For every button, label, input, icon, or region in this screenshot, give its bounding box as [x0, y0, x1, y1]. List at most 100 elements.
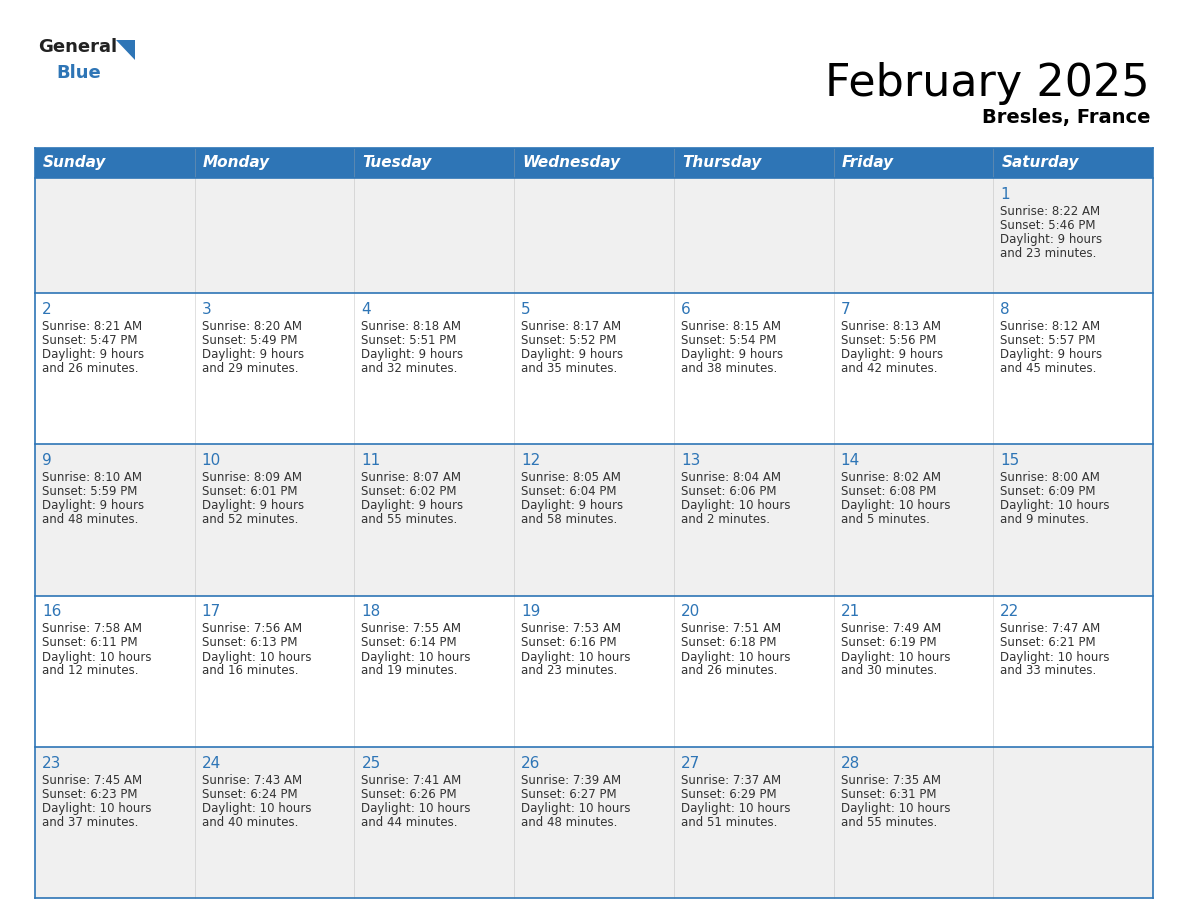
Text: Sunset: 5:52 PM: Sunset: 5:52 PM: [522, 334, 617, 347]
Text: Sunset: 6:16 PM: Sunset: 6:16 PM: [522, 636, 617, 650]
Text: 5: 5: [522, 302, 531, 317]
Bar: [34, 178, 1154, 293]
Text: Sunset: 6:23 PM: Sunset: 6:23 PM: [42, 788, 138, 800]
Text: Sunrise: 8:09 AM: Sunrise: 8:09 AM: [202, 471, 302, 485]
Text: and 33 minutes.: and 33 minutes.: [1000, 665, 1097, 677]
Text: Sunset: 5:49 PM: Sunset: 5:49 PM: [202, 334, 297, 347]
Text: Daylight: 9 hours: Daylight: 9 hours: [361, 348, 463, 361]
Text: Sunset: 6:18 PM: Sunset: 6:18 PM: [681, 636, 776, 650]
Text: Sunrise: 7:51 AM: Sunrise: 7:51 AM: [681, 622, 781, 635]
Text: 28: 28: [841, 756, 860, 771]
Text: Sunrise: 7:55 AM: Sunrise: 7:55 AM: [361, 622, 461, 635]
Text: Sunset: 6:19 PM: Sunset: 6:19 PM: [841, 636, 936, 650]
Text: General: General: [38, 38, 118, 56]
Text: Monday: Monday: [203, 155, 270, 171]
Text: and 23 minutes.: and 23 minutes.: [522, 665, 618, 677]
Text: Sunrise: 8:18 AM: Sunrise: 8:18 AM: [361, 320, 461, 333]
Text: Daylight: 9 hours: Daylight: 9 hours: [1000, 348, 1102, 361]
Text: Sunset: 6:29 PM: Sunset: 6:29 PM: [681, 788, 777, 800]
Text: Daylight: 10 hours: Daylight: 10 hours: [42, 801, 152, 815]
Text: Sunrise: 7:47 AM: Sunrise: 7:47 AM: [1000, 622, 1100, 635]
Text: and 26 minutes.: and 26 minutes.: [681, 665, 777, 677]
Text: Sunset: 6:09 PM: Sunset: 6:09 PM: [1000, 486, 1095, 498]
Text: Sunset: 6:11 PM: Sunset: 6:11 PM: [42, 636, 138, 650]
Text: Daylight: 9 hours: Daylight: 9 hours: [202, 348, 304, 361]
Text: Blue: Blue: [56, 64, 101, 82]
Text: Daylight: 9 hours: Daylight: 9 hours: [681, 348, 783, 361]
Text: Sunset: 6:27 PM: Sunset: 6:27 PM: [522, 788, 617, 800]
Text: and 55 minutes.: and 55 minutes.: [841, 816, 937, 829]
Text: and 35 minutes.: and 35 minutes.: [522, 362, 618, 375]
Text: Sunrise: 8:13 AM: Sunrise: 8:13 AM: [841, 320, 941, 333]
Text: Sunset: 5:56 PM: Sunset: 5:56 PM: [841, 334, 936, 347]
Text: and 42 minutes.: and 42 minutes.: [841, 362, 937, 375]
Text: and 48 minutes.: and 48 minutes.: [522, 816, 618, 829]
Text: 9: 9: [42, 453, 52, 468]
Text: Sunrise: 8:04 AM: Sunrise: 8:04 AM: [681, 471, 781, 485]
Text: Sunrise: 8:20 AM: Sunrise: 8:20 AM: [202, 320, 302, 333]
Text: 23: 23: [42, 756, 62, 771]
Text: and 37 minutes.: and 37 minutes.: [42, 816, 138, 829]
Text: 19: 19: [522, 604, 541, 620]
Bar: [34, 596, 1154, 746]
Text: 22: 22: [1000, 604, 1019, 620]
Text: Sunrise: 8:12 AM: Sunrise: 8:12 AM: [1000, 320, 1100, 333]
Bar: [34, 444, 1154, 596]
Text: Sunset: 6:24 PM: Sunset: 6:24 PM: [202, 788, 297, 800]
Text: Sunrise: 8:15 AM: Sunrise: 8:15 AM: [681, 320, 781, 333]
Text: Tuesday: Tuesday: [362, 155, 431, 171]
Text: Saturday: Saturday: [1001, 155, 1079, 171]
Text: Sunrise: 7:43 AM: Sunrise: 7:43 AM: [202, 774, 302, 787]
Bar: [34, 746, 1154, 898]
Polygon shape: [116, 40, 135, 60]
Bar: [34, 148, 1154, 178]
Text: Sunset: 5:54 PM: Sunset: 5:54 PM: [681, 334, 776, 347]
Text: and 51 minutes.: and 51 minutes.: [681, 816, 777, 829]
Text: Sunset: 6:31 PM: Sunset: 6:31 PM: [841, 788, 936, 800]
Text: Sunset: 5:51 PM: Sunset: 5:51 PM: [361, 334, 457, 347]
Text: 11: 11: [361, 453, 380, 468]
Text: Sunrise: 7:41 AM: Sunrise: 7:41 AM: [361, 774, 462, 787]
Text: Sunrise: 7:45 AM: Sunrise: 7:45 AM: [42, 774, 143, 787]
Text: 25: 25: [361, 756, 380, 771]
Text: Bresles, France: Bresles, France: [981, 108, 1150, 127]
Text: Sunrise: 7:49 AM: Sunrise: 7:49 AM: [841, 622, 941, 635]
Text: and 2 minutes.: and 2 minutes.: [681, 513, 770, 526]
Text: 21: 21: [841, 604, 860, 620]
Text: Friday: Friday: [841, 155, 893, 171]
Text: and 16 minutes.: and 16 minutes.: [202, 665, 298, 677]
Text: Daylight: 10 hours: Daylight: 10 hours: [681, 499, 790, 512]
Text: and 26 minutes.: and 26 minutes.: [42, 362, 139, 375]
Text: Daylight: 9 hours: Daylight: 9 hours: [522, 348, 624, 361]
Text: Daylight: 9 hours: Daylight: 9 hours: [202, 499, 304, 512]
Text: 18: 18: [361, 604, 380, 620]
Text: Daylight: 10 hours: Daylight: 10 hours: [841, 651, 950, 664]
Text: Sunrise: 8:10 AM: Sunrise: 8:10 AM: [42, 471, 143, 485]
Text: and 5 minutes.: and 5 minutes.: [841, 513, 929, 526]
Text: Daylight: 10 hours: Daylight: 10 hours: [1000, 499, 1110, 512]
Text: Daylight: 10 hours: Daylight: 10 hours: [522, 801, 631, 815]
Text: and 30 minutes.: and 30 minutes.: [841, 665, 937, 677]
Text: Daylight: 9 hours: Daylight: 9 hours: [1000, 233, 1102, 246]
Text: and 9 minutes.: and 9 minutes.: [1000, 513, 1089, 526]
Text: Sunrise: 8:05 AM: Sunrise: 8:05 AM: [522, 471, 621, 485]
Text: Sunrise: 7:53 AM: Sunrise: 7:53 AM: [522, 622, 621, 635]
Text: 4: 4: [361, 302, 371, 317]
Text: 8: 8: [1000, 302, 1010, 317]
Text: 14: 14: [841, 453, 860, 468]
Text: Daylight: 10 hours: Daylight: 10 hours: [42, 651, 152, 664]
Text: Sunset: 6:08 PM: Sunset: 6:08 PM: [841, 486, 936, 498]
Text: 15: 15: [1000, 453, 1019, 468]
Text: Daylight: 10 hours: Daylight: 10 hours: [1000, 651, 1110, 664]
Text: Daylight: 10 hours: Daylight: 10 hours: [361, 801, 470, 815]
Text: Sunrise: 8:07 AM: Sunrise: 8:07 AM: [361, 471, 461, 485]
Text: Sunset: 6:21 PM: Sunset: 6:21 PM: [1000, 636, 1095, 650]
Text: 3: 3: [202, 302, 211, 317]
Text: and 19 minutes.: and 19 minutes.: [361, 665, 457, 677]
Text: Sunset: 6:02 PM: Sunset: 6:02 PM: [361, 486, 457, 498]
Text: 1: 1: [1000, 187, 1010, 202]
Text: and 29 minutes.: and 29 minutes.: [202, 362, 298, 375]
Text: Daylight: 10 hours: Daylight: 10 hours: [202, 801, 311, 815]
Text: Daylight: 9 hours: Daylight: 9 hours: [42, 348, 144, 361]
Text: 10: 10: [202, 453, 221, 468]
